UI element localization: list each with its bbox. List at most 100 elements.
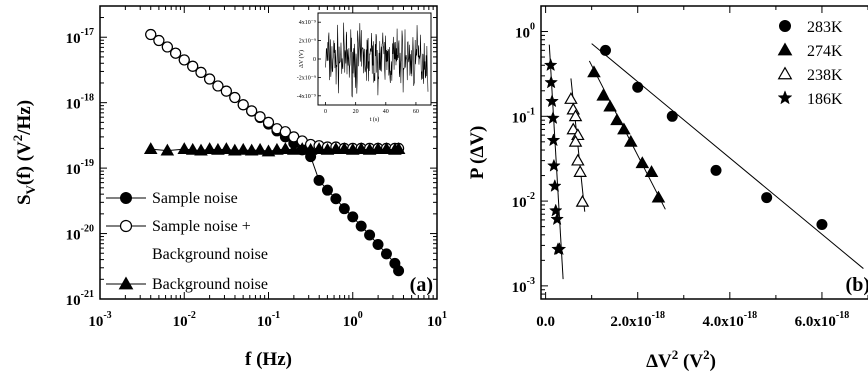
panel-a-legend-sample-noise-marker <box>120 192 132 204</box>
panel-b-series-186k-point <box>548 203 563 217</box>
panel-a-series-sample-noise-point <box>372 239 384 251</box>
panel-a-x-tick-label: 10-2 <box>173 310 196 330</box>
panel-b-legend-274k-label: 274K <box>807 43 843 60</box>
panel-a-series-sample-noise-background-noise-point <box>195 66 207 79</box>
panel-b-x-tick-label-exponent: -18 <box>836 310 849 321</box>
panel-b-series-274k-point <box>651 190 666 203</box>
panel-b-series-186k-point <box>546 110 560 125</box>
panel-b-legend-283k: 283K <box>779 19 843 36</box>
panel-a-x-tick-label: 101 <box>427 310 447 330</box>
panel-b-series-186k-point <box>547 178 562 192</box>
panel-b-series-274k-point <box>624 134 638 147</box>
panel-b-plot-frame <box>540 5 868 300</box>
panel-b-series-283k-point <box>599 44 611 56</box>
panel-a-spectral-density-chart: 10-3 10-2 10-1 100 10110-2110-2010-1910-1810… <box>10 5 447 370</box>
inset-y-tick-label: 0 <box>313 57 316 63</box>
panel-a-x-tick-label-mantissa: 10 <box>88 314 103 330</box>
panel-a-x-tick-label-exponent: -2 <box>188 310 196 321</box>
panel-b-series-186k-point <box>547 158 561 172</box>
panel-a-series-sample-noise-background-noise-point <box>279 126 291 138</box>
panel-b-y-tick-label-mantissa: 10 <box>512 280 527 296</box>
panel-b-y-axis-label: P (ΔV) <box>467 126 488 180</box>
panel-b-y-tick-label-mantissa: 10 <box>512 195 527 211</box>
panel-a-x-tick-label-exponent: 1 <box>442 310 447 321</box>
panel-a-series-sample-noise-point <box>321 184 333 196</box>
panel-a-y-label-end: /Hz) <box>14 100 35 136</box>
panel-b-series-274k-point <box>617 122 631 135</box>
panel-a-series-background-noise-point <box>143 142 158 155</box>
panel-a-series-background-noise-point <box>379 142 394 155</box>
panel-a-legend-sample-noise-background-noise-marker <box>119 219 133 233</box>
panel-a-x-tick-label-mantissa: 10 <box>343 314 358 330</box>
panel-a-series-background-noise-point <box>219 142 234 155</box>
panel-b-series-238k-point <box>568 134 583 147</box>
panel-a-legend: Sample noise Sample noise + Background noi… <box>106 190 268 293</box>
panel-b-y-tick-label-exponent: 0 <box>530 22 535 33</box>
inset-x-tick-label: 0 <box>324 109 327 115</box>
panel-b-legend-186k: 186K <box>777 90 843 108</box>
panel-a-series-sample-noise-point <box>347 211 359 223</box>
panel-b-x-tick-label: 2.0x10-18 <box>610 310 665 330</box>
panel-b-legend: 283K 274K 238K 186K <box>777 19 843 108</box>
panel-a-y-tick-label: 10-18 <box>66 93 94 113</box>
panel-a-series-sample-noise-background-noise-point <box>153 34 165 47</box>
inset-y-tick-label: 2x10⁻⁹ <box>299 39 316 45</box>
panel-b-x-label-unit: (V <box>678 351 703 372</box>
panel-b-legend-186k-marker <box>777 90 793 105</box>
panel-a-x-tick-label-mantissa: 10 <box>257 314 272 330</box>
inset-y-axis-label: ΔV (V) <box>298 50 305 68</box>
panel-a-x-tick-label: 10-3 <box>88 310 111 330</box>
panel-a-series-sample-noise-point <box>338 203 350 215</box>
panel-a-legend-background-noise: Background noise <box>106 276 268 293</box>
panel-b-y-tick-label-exponent: -2 <box>527 191 535 202</box>
panel-b-series-238k <box>564 92 590 207</box>
panel-a-series-background-noise-point <box>202 142 217 155</box>
panel-b-series-274k-point <box>587 65 601 78</box>
panel-a-y-tick-label-exponent: -20 <box>81 224 94 235</box>
panel-b-y-tick-label: 10-2 <box>512 191 535 211</box>
panel-a-y-tick-label: 10-17 <box>66 27 94 47</box>
inset-noise-trace <box>325 22 429 98</box>
panel-a-y-label-sub: V <box>23 184 38 194</box>
panel-b-legend-238k-label: 238K <box>807 67 843 84</box>
panel-b-series-274k-point <box>610 113 624 126</box>
panel-a-series-background-noise-point <box>371 142 385 155</box>
panel-b-series-186k-point <box>550 212 564 226</box>
panel-a-series-sample-noise-background-noise-point <box>237 99 249 111</box>
panel-a-series-sample-noise-point <box>380 248 392 260</box>
panel-b-series-274k-fit-line <box>588 60 666 210</box>
panel-b-series-238k-point <box>564 92 578 104</box>
inset-y-tick-label: -2x10⁻⁹ <box>297 75 316 81</box>
panel-b-x-label-sup2: 2 <box>703 347 710 362</box>
panel-a-legend-sample-noise: Sample noise <box>106 190 238 207</box>
inset-y-tick-label: 4x10⁻⁹ <box>299 20 316 26</box>
panel-a-y-tick-label-exponent: -19 <box>81 158 94 169</box>
panel-a-y-label-rest: (f) (V <box>14 141 35 185</box>
panel-a-x-tick-label-exponent: -3 <box>103 310 111 321</box>
panel-b-series-274k-point <box>635 156 650 169</box>
panel-a-series-background-noise-point <box>320 142 335 155</box>
panel-b-series-186k-point <box>545 94 559 108</box>
panel-a-series-sample-noise-background-noise-point <box>178 54 190 66</box>
panel-a-series-background-noise-point <box>228 143 242 156</box>
panel-b-y-tick-label-exponent: -3 <box>527 276 535 287</box>
panel-a-y-tick-label-exponent: -17 <box>81 27 94 38</box>
panel-b-series-274k-point <box>603 99 617 112</box>
panel-a-series-background-noise-point <box>354 142 368 155</box>
panel-a-x-tick-label-exponent: 0 <box>358 310 363 321</box>
panel-a-legend-sample-noise-label: Sample noise <box>152 190 238 207</box>
panel-a-series-background-noise-point <box>236 142 250 155</box>
panel-a-series-background-noise-point <box>303 142 318 155</box>
panel-b-y-tick-label: 10-1 <box>512 106 535 126</box>
panel-a-series-sample-noise-point <box>393 265 405 277</box>
panel-a-x-tick-label: 10-1 <box>257 310 280 330</box>
panel-a-series-background-noise-point <box>278 142 293 155</box>
panel-a-series-sample-noise-background-noise-point <box>246 105 258 117</box>
panel-a-y-tick-label-mantissa: 10 <box>66 293 81 309</box>
panel-a-y-label-sup: 2 <box>10 135 25 142</box>
panel-b-series-283k <box>599 44 828 230</box>
panel-b-probability-chart: 0.0 2.0x10-18 4.0x10-18 6.0x10-1810-310-210… <box>467 5 868 372</box>
panel-a-series-sample-noise-background-noise-point <box>145 28 157 41</box>
inset-x-tick-label: 40 <box>383 109 389 115</box>
panel-b-tag: (b) <box>846 274 868 296</box>
